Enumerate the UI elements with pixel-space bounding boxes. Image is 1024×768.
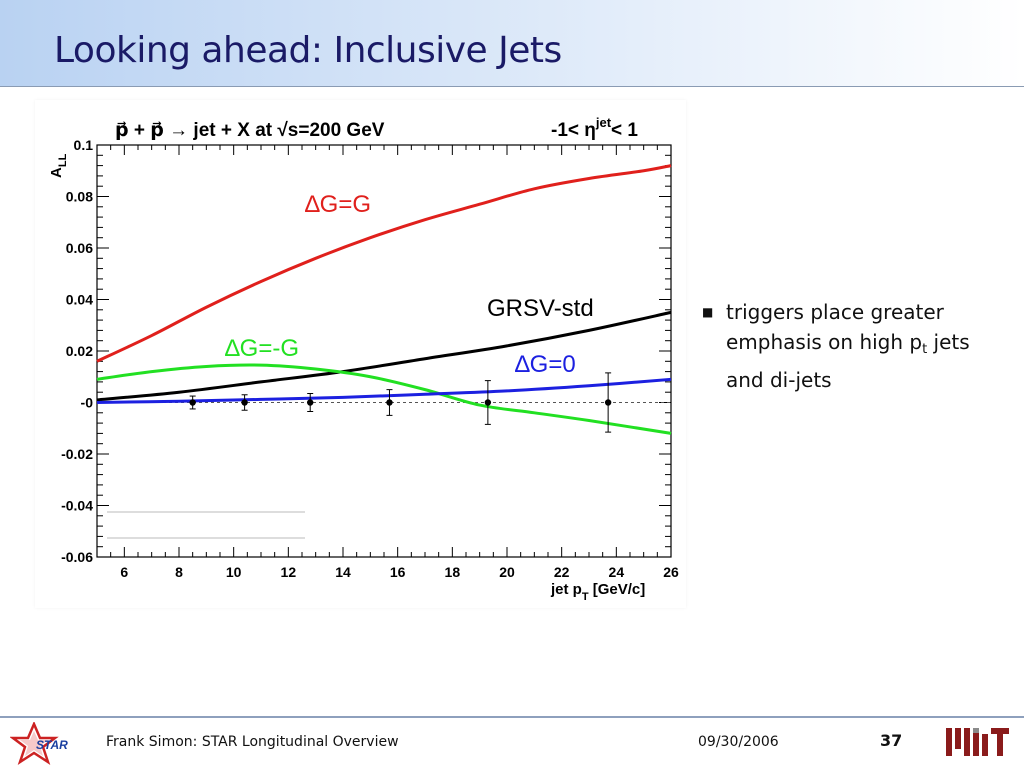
y-tick-label: -0.06 — [61, 549, 93, 565]
x-tick-label: 24 — [609, 564, 625, 580]
dg-equals-minus-g-label: ∆G=-G — [225, 335, 299, 362]
grsv-std-curve — [96, 310, 672, 402]
y-tick-label: 0.02 — [66, 343, 93, 359]
data-marker — [241, 399, 248, 406]
star-logo-text: STAR — [36, 738, 68, 752]
mit-logo-icon — [946, 728, 1009, 756]
y-tick-label: 0.04 — [66, 292, 93, 308]
x-axis-label: jet pT [GeV/c] — [550, 581, 645, 603]
y-tick-label: 0.1 — [74, 137, 94, 153]
data-marker — [484, 399, 492, 406]
x-tick-label: 16 — [390, 564, 406, 580]
data-marker — [604, 399, 612, 406]
bullet-text-main: triggers place greater emphasis on high … — [726, 300, 944, 354]
footer-divider — [0, 716, 1024, 718]
y-tick-label: -0.02 — [61, 446, 93, 462]
x-tick-label: 10 — [226, 564, 242, 580]
asymmetry-chart: 6 8 10 12 14 16 18 20 22 24 26 -0.06 -0.04 -0.02 -0 0.0… — [48, 115, 679, 603]
footer-date: 09/30/2006 — [698, 734, 779, 750]
star-logo-icon: STAR — [10, 722, 68, 765]
x-tick-label: 12 — [281, 564, 297, 580]
bullet-subscript: t — [922, 342, 928, 357]
chart-title-right: -1< ηjet< 1 — [551, 115, 638, 141]
x-tick-label: 14 — [335, 564, 351, 580]
chart-title-left: p⃗ + p⃗ → jet + X at √s=200 GeV — [115, 120, 385, 141]
title-bar: Looking ahead: Inclusive Jets — [0, 0, 1024, 87]
data-marker — [189, 399, 196, 406]
chart-panel: 6 8 10 12 14 16 18 20 22 24 26 -0.06 -0.04 -0.02 -0 0.0… — [35, 100, 686, 608]
data-point — [307, 392, 314, 413]
data-point — [189, 395, 196, 410]
grsv-std-label: GRSV-std — [487, 295, 594, 322]
x-tick-label: 20 — [499, 564, 515, 580]
data-point — [484, 380, 492, 425]
page-number: 37 — [880, 731, 903, 750]
data-point — [604, 372, 612, 433]
y-tick-label: 0.08 — [66, 189, 93, 205]
data-point — [386, 389, 393, 416]
data-marker — [386, 399, 393, 406]
footer-author: Frank Simon: STAR Longitudinal Overview — [106, 734, 399, 750]
x-tick-label: 18 — [445, 564, 461, 580]
bullet-icon: ■ — [702, 305, 714, 319]
bullet-list: ■ triggers place greater emphasis on hig… — [702, 297, 1002, 395]
y-tick-label: -0.04 — [61, 498, 93, 514]
y-tick-label: -0 — [81, 395, 94, 411]
data-point — [241, 394, 248, 411]
plot-frame — [96, 144, 672, 558]
bullet-text-tail: jets and di-jets — [726, 330, 970, 392]
y-tick-label: 0.06 — [66, 240, 93, 256]
dg-equals-g-curve — [96, 164, 672, 363]
bullet-item: triggers place greater emphasis on high … — [726, 297, 1002, 395]
x-tick-label: 26 — [663, 564, 679, 580]
y-axis-label: ALL — [48, 153, 69, 178]
x-tick-label: 6 — [120, 564, 128, 580]
dg-equals-zero-curve — [96, 377, 672, 404]
dg-equals-zero-label: ∆G=0 — [515, 351, 576, 378]
dg-equals-g-label: ∆G=G — [305, 191, 371, 218]
x-tick-label: 8 — [175, 564, 183, 580]
x-tick-label: 22 — [554, 564, 570, 580]
data-marker — [307, 399, 314, 406]
dg-equals-minus-g-curve — [96, 363, 672, 435]
slide-title: Looking ahead: Inclusive Jets — [54, 30, 562, 71]
